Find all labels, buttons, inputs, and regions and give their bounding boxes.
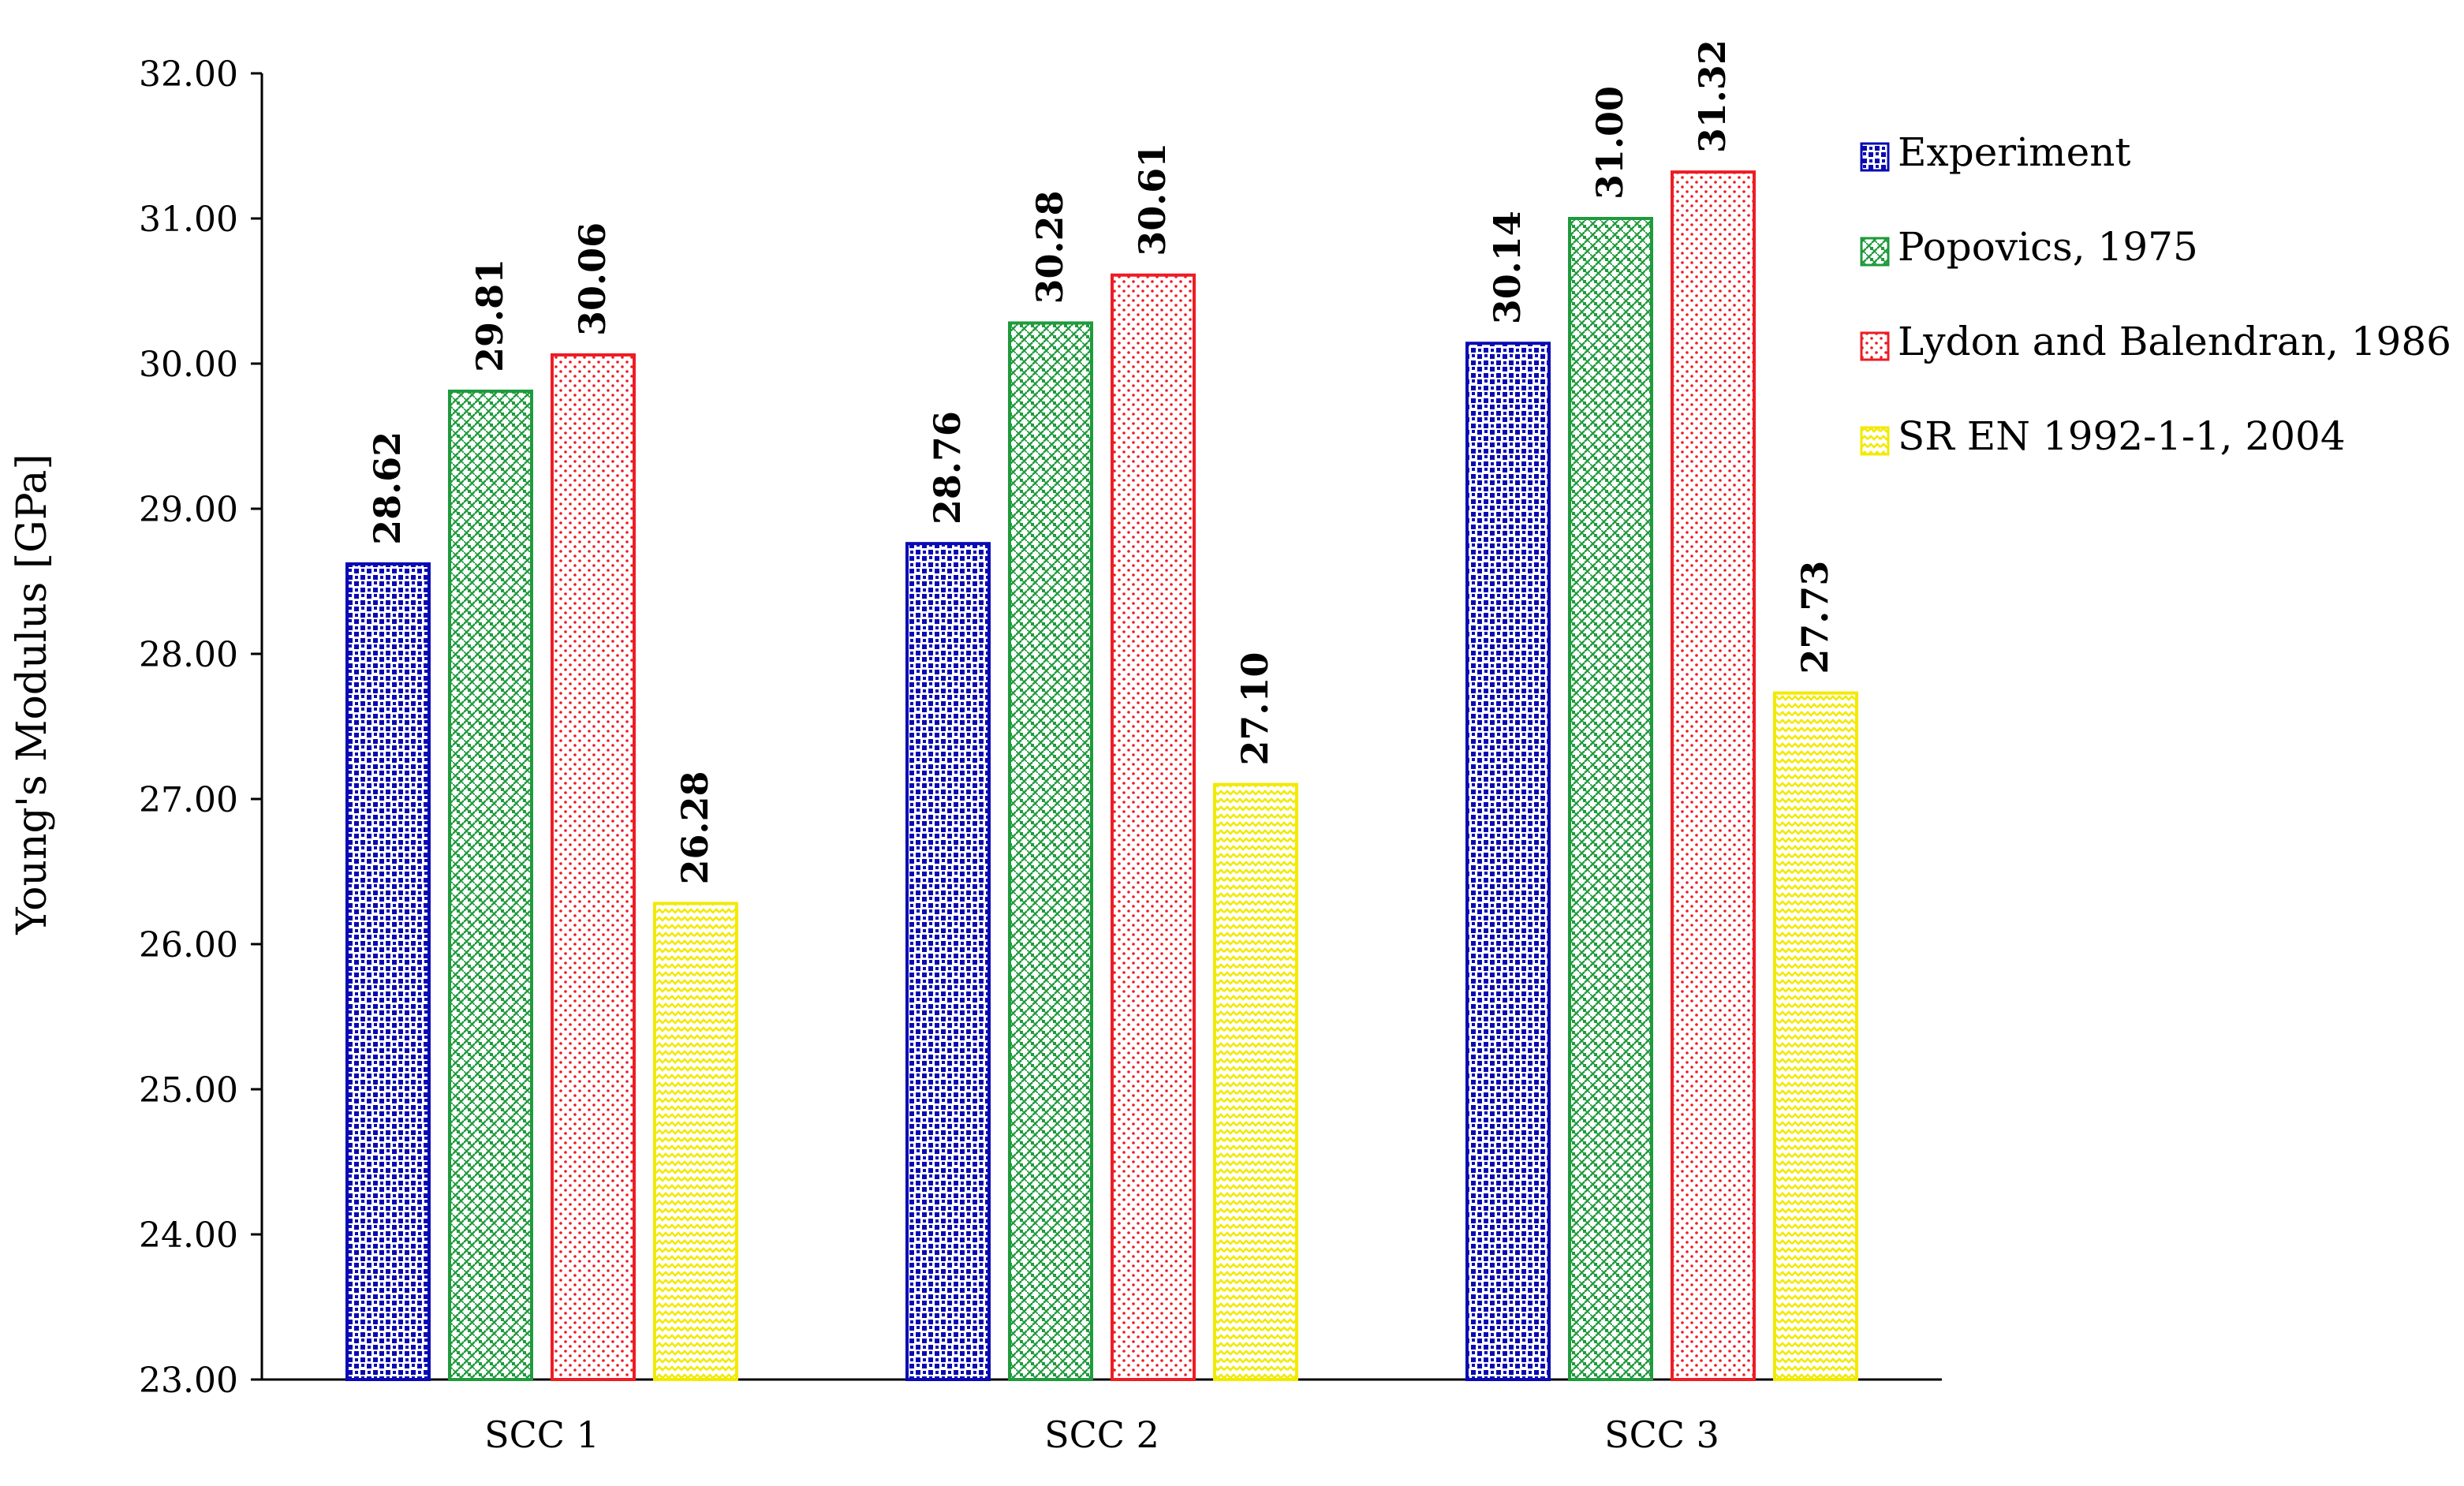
y-tick-label: 30.00 (139, 345, 238, 385)
data-label: 31.00 (1589, 86, 1631, 200)
data-label: 28.62 (366, 431, 409, 545)
legend-swatch (1860, 331, 1890, 361)
bar-scc1-series-4 (653, 902, 738, 1381)
x-tick-label: SCC 2 (1044, 1413, 1159, 1456)
bar-scc2-series-4 (1213, 782, 1298, 1381)
legend-swatch (1860, 426, 1890, 456)
x-tick-label: SCC 3 (1604, 1413, 1719, 1456)
legend: Experiment Popovics, 1975 Lydon and Balend… (1860, 129, 2451, 459)
legend-label: SR EN 1992-1-1, 2004 (1898, 413, 2346, 459)
legend-label: Lydon and Balendran, 1986 (1898, 319, 2451, 364)
bar-scc2-series-3 (1111, 273, 1196, 1381)
y-tick-label: 25.00 (139, 1070, 238, 1111)
data-label: 31.32 (1691, 39, 1734, 153)
data-label: 30.61 (1131, 143, 1174, 256)
bar-scc2-series-2 (1008, 321, 1093, 1382)
y-axis-ticks: 23.00 24.00 25.00 26.00 27.00 28.00 29.00 30.00… (139, 54, 262, 1401)
data-label: 26.28 (674, 771, 716, 884)
bars (345, 170, 1858, 1382)
legend-label: Experiment (1898, 129, 2130, 175)
bar-scc1-series-2 (448, 389, 533, 1382)
y-tick-label: 26.00 (139, 925, 238, 965)
bar-scc1-series-1 (345, 562, 431, 1381)
bar-scc3-series-1 (1465, 342, 1551, 1381)
y-tick-label: 27.00 (139, 780, 238, 820)
data-label: 28.76 (926, 411, 969, 525)
data-label: 27.73 (1794, 561, 1836, 674)
y-tick-label: 31.00 (139, 200, 238, 240)
data-label: 30.28 (1029, 190, 1071, 304)
y-tick-label: 32.00 (139, 54, 238, 95)
x-tick-label: SCC 1 (484, 1413, 599, 1456)
data-label: 30.06 (571, 222, 614, 336)
legend-label: Popovics, 1975 (1898, 224, 2198, 270)
bar-scc3-series-4 (1773, 691, 1858, 1381)
bar-scc3-series-3 (1671, 170, 1756, 1381)
y-tick-label: 29.00 (139, 490, 238, 530)
y-axis-title: Young's Modulus [GPa] (9, 454, 56, 935)
y-tick-label: 23.00 (139, 1361, 238, 1401)
y-tick-label: 24.00 (139, 1215, 238, 1256)
data-label: 27.10 (1234, 652, 1276, 766)
x-axis-ticks: SCC 1 SCC 2 SCC 3 (484, 1413, 1719, 1456)
legend-swatch (1860, 142, 1890, 172)
y-tick-label: 28.00 (139, 635, 238, 675)
bar-scc1-series-3 (551, 353, 636, 1382)
data-labels: 28.62 29.81 30.06 26.28 28.76 30.28 30.61 27.10… (366, 39, 1836, 884)
bar-scc3-series-2 (1568, 217, 1653, 1381)
data-label: 29.81 (469, 259, 511, 372)
data-label: 30.14 (1486, 211, 1529, 324)
bar-scc2-series-1 (905, 542, 991, 1381)
legend-swatch (1860, 237, 1890, 267)
